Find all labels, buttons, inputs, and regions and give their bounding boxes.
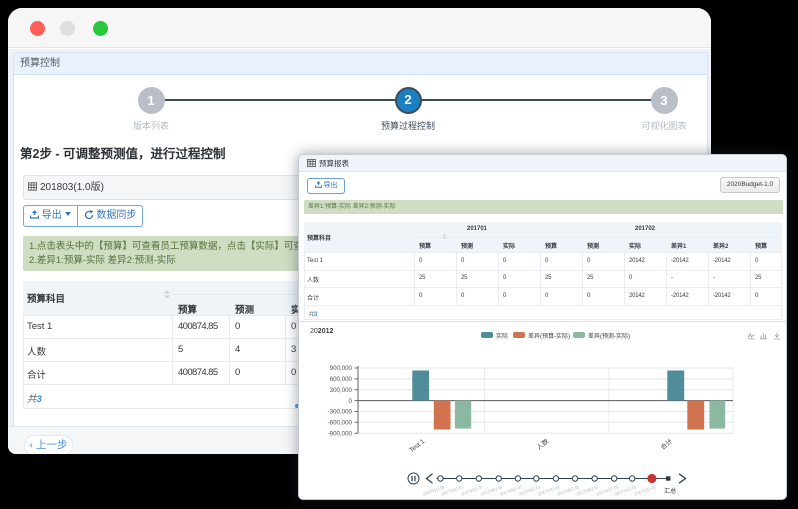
svg-text:-900,000: -900,000 [328,430,353,437]
svg-text:人数: 人数 [534,436,550,451]
svg-text:900,000: 900,000 [330,365,353,372]
svg-text:300,000: 300,000 [330,387,353,394]
svg-text:201712(1.0): 201712(1.0) [633,484,657,497]
svg-text:汇总: 汇总 [664,487,676,495]
svg-text:600,000: 600,000 [330,376,353,383]
svg-text:-300,000: -300,000 [328,409,353,416]
svg-text:0: 0 [349,398,353,405]
svg-text:Test 1: Test 1 [408,438,426,454]
svg-text:合计: 合计 [658,436,674,451]
svg-text:-600,000: -600,000 [328,420,353,427]
